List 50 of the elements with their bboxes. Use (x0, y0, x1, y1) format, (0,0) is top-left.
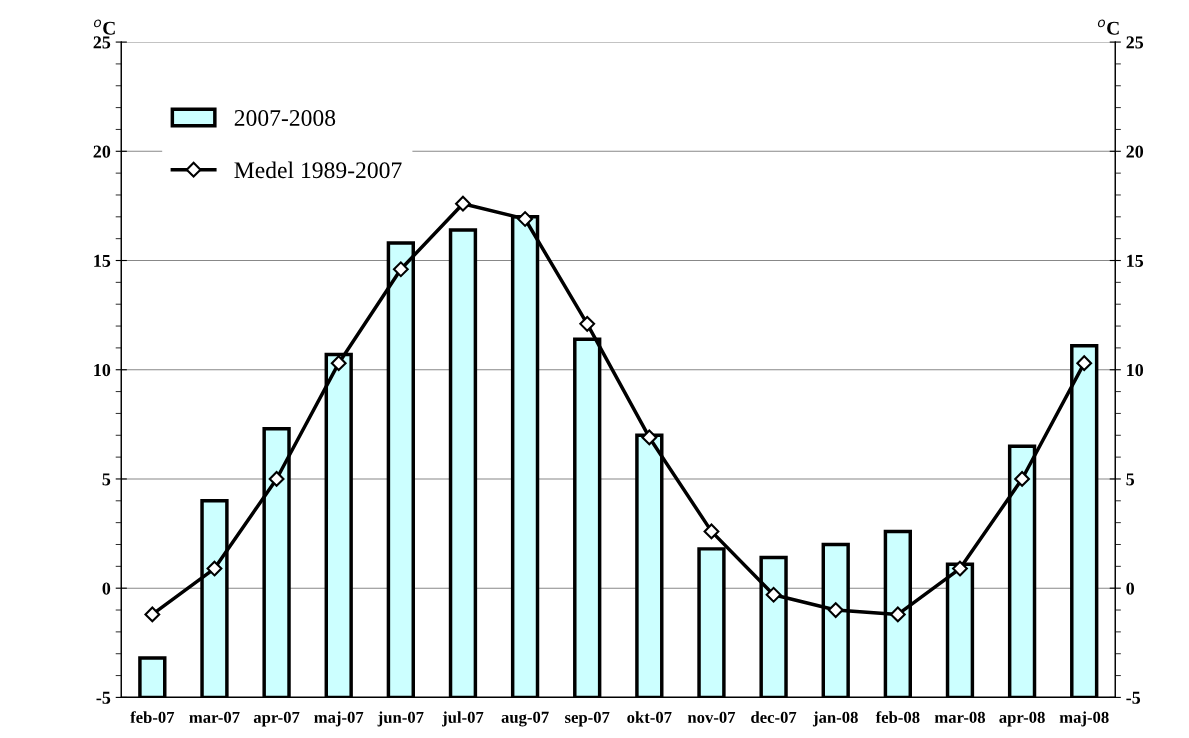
x-tick-label: jun-07 (377, 711, 424, 727)
x-tick-label: jan-08 (812, 711, 858, 727)
y-tick-label: 20 (93, 145, 111, 158)
y-axis-title: $^{o}$C (93, 19, 115, 35)
point (827, 602, 844, 618)
y2-tick-label: 20 (1126, 145, 1144, 158)
x-tick-label: feb-08 (875, 711, 920, 724)
point (144, 606, 161, 623)
y2-tick-label: 15 (1127, 254, 1144, 267)
x-tick-label: dec-07 (751, 711, 797, 724)
x-tick-label: sep-07 (565, 711, 610, 727)
point (703, 523, 720, 540)
x-tick-label: aug-07 (501, 711, 549, 727)
point (579, 315, 596, 332)
point (455, 195, 471, 212)
y2-tick-label: 5 (1126, 473, 1135, 486)
y2-tick-label: 10 (1127, 364, 1144, 377)
x-tick-label: feb-07 (130, 711, 175, 724)
y-tick-label: 5 (102, 473, 111, 486)
point (517, 211, 534, 227)
legend-label: Medel 1989-2007 (234, 161, 402, 179)
y2-axis-title: $^{o}$C (1097, 19, 1119, 35)
x-tick-label: mar-08 (934, 711, 986, 724)
point (206, 560, 223, 577)
point (952, 560, 968, 577)
point (889, 606, 906, 623)
x-tick-label: nov-07 (687, 711, 736, 724)
point (330, 355, 347, 372)
y-tick-label: 10 (94, 364, 111, 377)
y-tick-label: 15 (94, 254, 111, 267)
x-tick-label: jul-07 (442, 711, 484, 727)
point (765, 586, 782, 603)
point (641, 429, 658, 446)
x-tick-label: maj-08 (1059, 711, 1109, 727)
y2-tick-label: -5 (1126, 691, 1141, 704)
y2-tick-label: 0 (1126, 582, 1135, 595)
y2-tick-label: 25 (1126, 36, 1144, 49)
x-tick-label: apr-08 (999, 711, 1045, 727)
legend-label: 2007-2008 (234, 110, 336, 126)
x-tick-label: maj-07 (314, 711, 364, 727)
point (1076, 355, 1093, 372)
x-tick-label: mar-07 (189, 711, 240, 724)
point (268, 471, 285, 487)
y-tick-label: -5 (96, 691, 111, 704)
y-tick-label: 25 (93, 36, 111, 49)
x-tick-label: apr-07 (253, 711, 300, 727)
point (1014, 471, 1031, 487)
x-tick-label: okt-07 (627, 711, 672, 724)
y-tick-label: 0 (102, 582, 111, 595)
point (392, 261, 409, 278)
